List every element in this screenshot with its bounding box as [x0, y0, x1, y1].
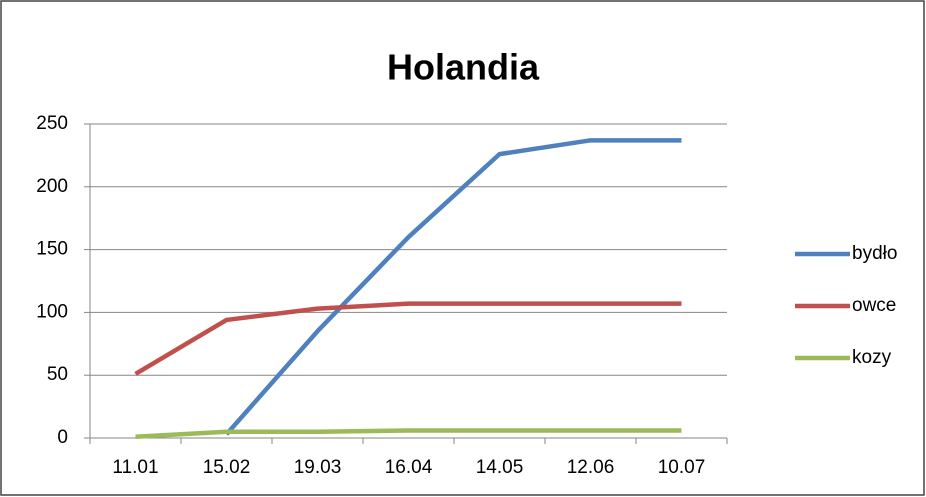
x-tick-label: 15.02: [203, 457, 251, 478]
x-tick-label: 19.03: [294, 457, 342, 478]
x-tick-label: 16.04: [385, 457, 433, 478]
series-line: [224, 138, 682, 436]
y-tick-label: 100: [36, 301, 68, 322]
legend-label: bydło: [852, 243, 897, 264]
y-tick-label: 150: [36, 239, 68, 260]
y-tick-label: 200: [36, 176, 68, 197]
y-tick-label: 50: [47, 364, 68, 385]
x-tick-label: 14.05: [476, 457, 524, 478]
series-line: [135, 428, 682, 439]
legend-label: kozy: [852, 347, 892, 368]
x-tick-label: 10.07: [658, 457, 706, 478]
series-line: [134, 301, 682, 376]
x-tick-label: 12.06: [567, 457, 615, 478]
chart-title: Holandia: [387, 47, 540, 88]
y-tick-label: 0: [57, 427, 68, 448]
x-tick-label: 11.01: [112, 457, 158, 478]
y-tick-label: 250: [36, 113, 68, 134]
legend-label: owce: [852, 295, 896, 316]
